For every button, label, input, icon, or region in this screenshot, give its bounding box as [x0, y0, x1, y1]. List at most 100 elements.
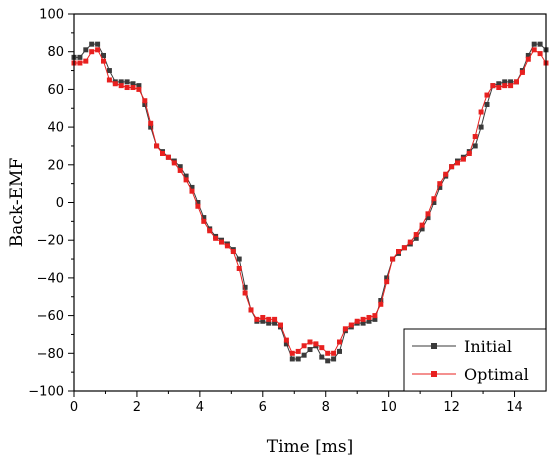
data-point-initial	[95, 41, 101, 47]
data-point-optimal	[484, 92, 490, 98]
data-point-optimal	[142, 98, 148, 104]
y-tick-label: −20	[37, 234, 64, 249]
data-point-optimal	[130, 85, 136, 91]
data-point-initial	[242, 284, 248, 290]
data-point-initial	[266, 320, 272, 326]
data-point-optimal	[366, 314, 372, 320]
data-point-optimal	[466, 150, 472, 156]
data-point-initial	[413, 235, 419, 241]
series-optimal	[71, 47, 549, 356]
data-point-initial	[307, 347, 313, 353]
y-tick-label: −60	[37, 309, 64, 324]
data-point-initial	[272, 320, 278, 326]
data-point-optimal	[396, 249, 401, 255]
data-point-initial	[378, 298, 384, 304]
data-point-optimal	[248, 307, 254, 313]
data-point-optimal	[348, 322, 354, 328]
data-point-optimal	[319, 345, 325, 351]
data-point-optimal	[83, 58, 89, 64]
data-point-optimal	[177, 167, 183, 173]
x-tick-label: 4	[196, 400, 204, 415]
data-point-optimal	[514, 79, 519, 85]
data-point-optimal	[413, 232, 419, 238]
data-point-initial	[301, 352, 307, 358]
data-point-initial	[83, 47, 89, 53]
data-point-optimal	[160, 150, 165, 156]
data-point-initial	[319, 354, 325, 360]
data-point-optimal	[112, 81, 118, 87]
data-point-optimal	[407, 239, 413, 245]
data-point-initial	[106, 68, 112, 74]
data-point-initial	[283, 341, 289, 347]
data-point-initial	[360, 320, 366, 326]
data-point-optimal	[525, 56, 531, 62]
data-point-initial	[366, 318, 372, 324]
data-point-optimal	[266, 316, 272, 322]
data-point-optimal	[354, 318, 360, 324]
data-point-optimal	[478, 109, 484, 115]
data-point-optimal	[307, 339, 313, 345]
data-point-optimal	[189, 188, 195, 194]
x-tick-label: 0	[70, 400, 78, 415]
y-tick-label: −80	[37, 347, 64, 362]
data-point-optimal	[342, 326, 348, 332]
data-point-initial	[118, 79, 124, 85]
data-point-optimal	[378, 301, 384, 307]
data-point-initial	[531, 41, 537, 47]
data-point-optimal	[425, 211, 431, 217]
data-point-optimal	[124, 85, 130, 91]
data-point-optimal	[136, 86, 142, 92]
data-point-initial	[525, 52, 531, 58]
data-point-optimal	[460, 156, 466, 162]
y-axis-title: Back-EMF	[7, 158, 27, 248]
data-point-initial	[77, 54, 83, 60]
data-point-initial	[195, 200, 201, 205]
data-point-initial	[325, 358, 331, 364]
y-tick-label: 0	[56, 196, 64, 211]
data-point-optimal	[201, 218, 207, 224]
data-point-optimal	[77, 60, 83, 66]
data-point-optimal	[490, 83, 496, 89]
data-point-initial	[496, 81, 502, 87]
data-point-initial	[502, 79, 508, 85]
data-point-optimal	[437, 181, 443, 187]
data-point-optimal	[154, 143, 160, 149]
data-point-initial	[425, 215, 431, 221]
data-point-optimal	[106, 77, 112, 83]
data-point-optimal	[331, 350, 337, 356]
legend-label-optimal: Optimal	[464, 365, 529, 384]
data-point-optimal	[443, 171, 449, 177]
data-point-optimal	[213, 235, 219, 241]
x-tick-label: 10	[380, 400, 397, 415]
data-point-initial	[295, 356, 301, 362]
data-point-optimal	[101, 58, 106, 64]
data-point-optimal	[419, 222, 425, 228]
data-point-optimal	[313, 341, 319, 347]
data-point-initial	[101, 52, 106, 58]
data-point-optimal	[283, 337, 289, 343]
data-point-optimal	[183, 177, 189, 183]
data-point-optimal	[272, 316, 278, 322]
data-point-optimal	[372, 313, 378, 319]
data-point-optimal	[289, 350, 295, 356]
data-point-optimal	[230, 249, 236, 255]
data-point-optimal	[148, 120, 154, 126]
data-point-initial	[136, 83, 142, 89]
data-point-optimal	[537, 51, 543, 57]
data-point-optimal	[449, 164, 455, 170]
data-point-initial	[472, 143, 478, 149]
data-point-initial	[384, 275, 390, 281]
data-point-initial	[236, 256, 242, 262]
data-point-optimal	[295, 348, 301, 354]
data-point-initial	[183, 173, 189, 179]
data-point-optimal	[519, 69, 525, 75]
data-point-optimal	[254, 316, 260, 322]
data-point-optimal	[242, 290, 248, 296]
data-point-optimal	[384, 279, 390, 285]
data-point-optimal	[224, 243, 230, 249]
y-tick-label: −100	[28, 385, 64, 400]
data-point-optimal	[219, 239, 224, 245]
data-point-optimal	[118, 83, 124, 89]
data-point-optimal	[236, 265, 242, 271]
